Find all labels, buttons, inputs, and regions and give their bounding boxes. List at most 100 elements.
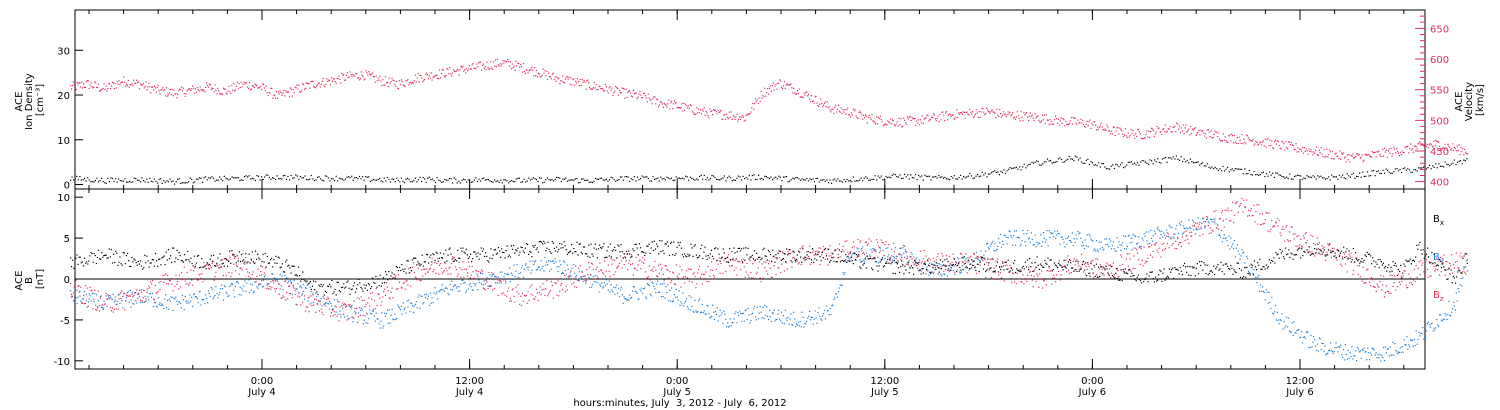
by-point [1272,312,1274,314]
density-point [1447,164,1449,166]
bz-point [746,262,748,264]
by-point [142,289,144,291]
by-point [327,302,329,304]
by-point [1015,230,1017,232]
density-point [1452,162,1454,164]
by-point [954,273,956,276]
by-point [1182,232,1184,234]
density-point [127,181,129,183]
velocity-point [1149,136,1151,139]
velocity-point [152,86,154,88]
by-point [966,261,968,263]
by-point [245,290,247,292]
by-point [284,274,286,276]
velocity-point [503,62,505,64]
by-point [831,305,833,307]
by-point [147,296,149,298]
bz-point [427,271,429,273]
velocity-point [679,107,681,109]
bz-point [433,269,435,271]
velocity-point [1437,140,1439,142]
density-point [285,178,288,180]
velocity-point [1064,125,1066,127]
by-point [418,294,420,296]
velocity-point [723,114,725,116]
density-point [113,180,115,182]
bz-point [593,278,595,280]
density-point [1031,161,1033,163]
by-point [331,308,333,310]
velocity-point [89,84,91,86]
bz-point [299,296,301,298]
by-point [1276,311,1278,313]
by-point [84,302,87,305]
by-point [823,309,826,311]
by-point [1084,239,1086,241]
density-point [737,175,739,177]
bz-point [240,267,242,269]
by-point [338,300,340,303]
velocity-point [332,78,334,80]
bz-point [234,270,237,272]
velocity-point [1183,133,1185,135]
bz-point [392,297,394,299]
bz-point [703,273,705,275]
velocity-point [998,116,1000,118]
velocity-point [704,114,706,116]
bz-point [407,284,409,286]
by-point [951,264,953,266]
density-point [790,179,792,181]
by-point [382,327,384,329]
by-point [1117,246,1119,248]
by-point [1110,240,1112,242]
by-point [1061,236,1063,238]
bz-point [442,271,444,273]
velocity-point [727,118,730,120]
bz-point [236,265,238,267]
velocity-point [897,125,899,127]
by-point [1003,234,1005,237]
density-point [913,177,915,179]
density-point [784,176,786,178]
bz-point [142,297,144,299]
by-point [1241,249,1243,251]
velocity-point [372,76,374,78]
density-point [605,178,607,180]
bz-point [231,272,233,274]
bz-point [414,276,416,278]
density-point [734,179,736,181]
velocity-point [1465,152,1468,155]
by-point [943,273,945,275]
velocity-point [557,78,559,80]
velocity-point [915,124,917,127]
velocity-point [1244,141,1246,143]
density-point [1014,167,1016,169]
density-point [461,179,463,181]
density-point [1197,161,1199,163]
density-point [716,178,718,180]
density-point [351,175,353,177]
density-point [762,179,764,181]
velocity-point [334,81,336,83]
by-point [175,296,177,298]
velocity-point [163,90,165,92]
by-point [855,259,857,261]
density-point [388,178,390,181]
density-point [1393,170,1395,173]
velocity-point [701,108,703,111]
bz-point [410,285,412,287]
density-point [1081,161,1083,163]
bz-point [287,298,289,300]
bz-point [449,266,451,268]
velocity-point [447,69,449,71]
bz-point [70,283,72,285]
bz-point [85,299,87,301]
density-point [211,176,213,178]
velocity-point [536,75,538,78]
by-point [1448,300,1450,302]
bz-point [543,288,545,290]
bz-point [745,271,747,273]
velocity-point [1147,136,1149,138]
by-point [128,301,130,303]
by-point [1260,284,1262,286]
